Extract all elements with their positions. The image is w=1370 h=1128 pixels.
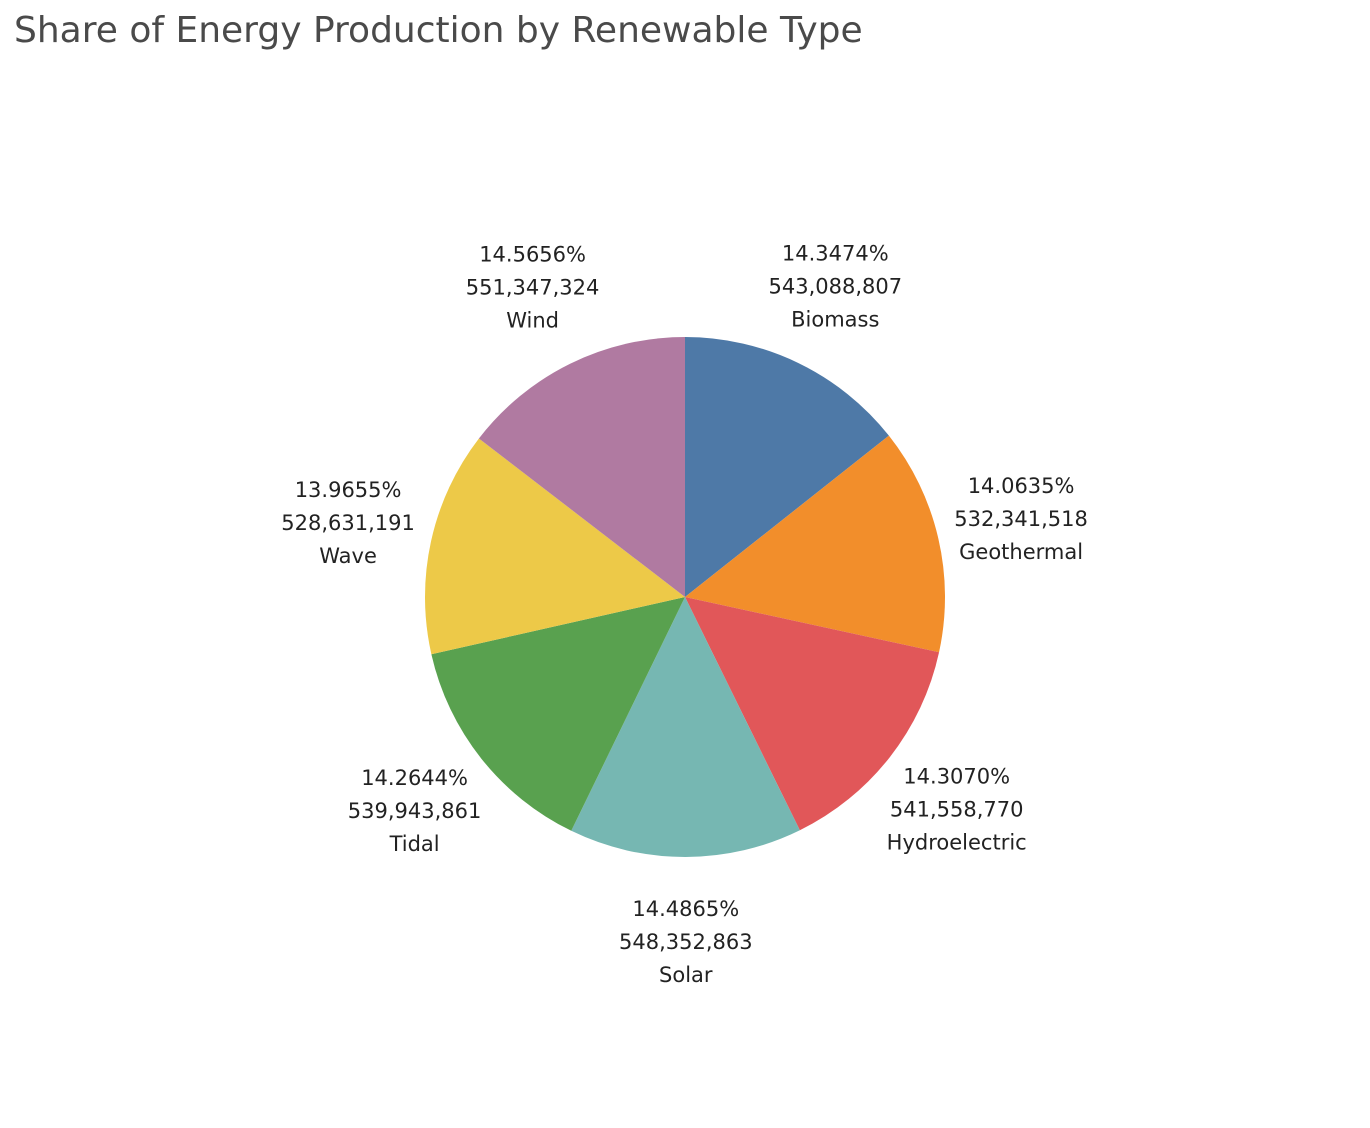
slice-label-value: 539,943,861: [348, 799, 482, 823]
chart-title: Share of Energy Production by Renewable …: [14, 10, 863, 51]
slice-label-name: Biomass: [791, 308, 879, 332]
pie-slice-wave[interactable]: [424, 438, 685, 655]
slice-label-value: 543,088,807: [768, 275, 902, 299]
slice-label-geothermal: 14.0635% 532,341,518 Geothermal: [954, 474, 1088, 564]
slice-label-value: 548,352,863: [619, 930, 753, 954]
slice-label-name: Tidal: [389, 832, 440, 856]
slice-label-name: Wave: [319, 544, 377, 568]
slice-label-percent: 14.3474%: [782, 242, 889, 266]
pie-slice-biomass[interactable]: [685, 337, 889, 597]
pie-labels: 14.3474% 543,088,807 Biomass 14.0635% 532,34…: [281, 242, 1088, 988]
slice-label-percent: 14.4865%: [632, 897, 739, 921]
slice-label-value: 541,558,770: [890, 798, 1024, 822]
slice-label-name: Hydroelectric: [887, 831, 1027, 855]
slice-label-name: Solar: [659, 963, 713, 987]
slice-label-biomass: 14.3474% 543,088,807 Biomass: [768, 242, 902, 332]
pie-slice-hydroelectric[interactable]: [685, 597, 940, 831]
slice-label-value: 528,631,191: [281, 511, 415, 535]
slice-label-percent: 14.2644%: [361, 766, 468, 790]
slice-label-name: Wind: [506, 309, 559, 333]
slice-label-percent: 13.9655%: [295, 478, 402, 502]
pie-slice-solar[interactable]: [571, 597, 800, 858]
pie-slice-wind[interactable]: [478, 337, 685, 597]
slice-label-hydroelectric: 14.3070% 541,558,770 Hydroelectric: [887, 765, 1027, 855]
slice-label-solar: 14.4865% 548,352,863 Solar: [619, 897, 753, 987]
slice-label-percent: 14.5656%: [479, 243, 586, 267]
pie-slice-geothermal[interactable]: [685, 435, 945, 653]
pie-slice-tidal[interactable]: [431, 597, 685, 831]
slice-label-percent: 14.3070%: [903, 765, 1010, 789]
slice-label-percent: 14.0635%: [968, 474, 1075, 498]
pie-slices: [424, 337, 945, 858]
slice-label-name: Geothermal: [959, 540, 1083, 564]
slice-label-wave: 13.9655% 528,631,191 Wave: [281, 478, 415, 568]
slice-label-tidal: 14.2644% 539,943,861 Tidal: [348, 766, 482, 856]
slice-label-wind: 14.5656% 551,347,324 Wind: [466, 243, 600, 333]
slice-label-value: 551,347,324: [466, 276, 600, 300]
slice-label-value: 532,341,518: [954, 507, 1088, 531]
